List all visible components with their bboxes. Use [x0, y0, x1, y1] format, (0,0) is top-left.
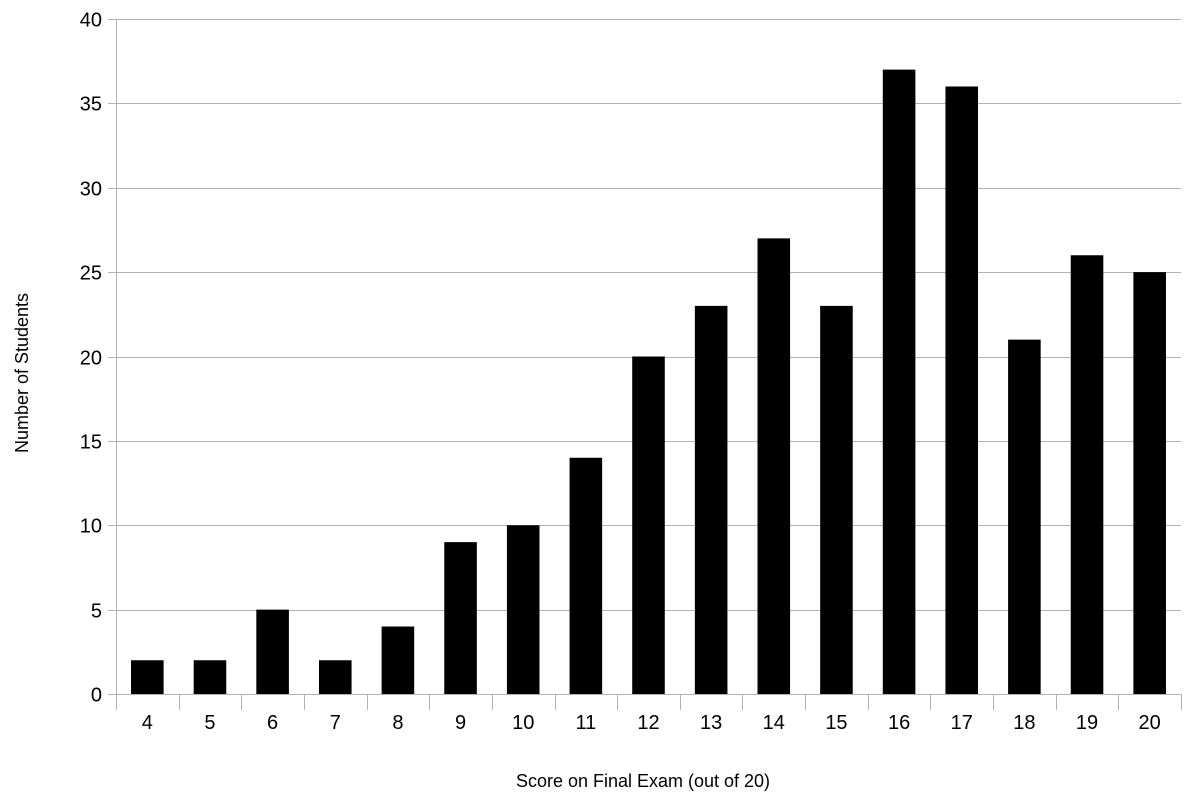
bar-20: [1133, 272, 1166, 694]
x-tick-label: 6: [267, 712, 278, 734]
x-tick-label: 14: [763, 712, 785, 734]
x-tick-label: 12: [637, 712, 659, 734]
bar-14: [757, 238, 791, 694]
x-tick-label: 17: [951, 712, 973, 734]
bar-18: [1008, 339, 1041, 694]
x-axis-title: Score on Final Exam (out of 20): [516, 771, 770, 791]
bar-15: [820, 305, 853, 694]
bar-4: [131, 660, 164, 694]
y-tick-labels: 0 5 10 15 20 25 30 35 40: [80, 10, 102, 707]
x-tick-label: 11: [575, 712, 596, 734]
y-tick-label: 30: [80, 179, 102, 201]
y-tick-label: 5: [91, 601, 102, 623]
bars: [131, 69, 1166, 694]
x-tick-label: 5: [204, 712, 215, 734]
bar-13: [694, 305, 728, 694]
x-tick-label: 19: [1076, 712, 1098, 734]
x-tick-label: 20: [1139, 712, 1161, 734]
bar-17: [945, 86, 979, 694]
x-tick-label: 10: [512, 712, 534, 734]
x-tick-labels: 4 5 6 7 8 9 10 11 12 13 14 15 16 17 18 19 20: [142, 712, 1161, 734]
y-tick-label: 15: [80, 432, 102, 454]
bar-16: [882, 69, 916, 694]
axes: [108, 19, 1182, 710]
bar-19: [1070, 255, 1104, 694]
bar-10: [506, 525, 540, 694]
x-tick-label: 8: [392, 712, 403, 734]
bar-11: [569, 457, 603, 694]
x-tick-label: 13: [700, 712, 722, 734]
bar-7: [318, 660, 352, 694]
y-tick-label: 0: [91, 685, 102, 707]
y-tick-label: 35: [80, 94, 102, 116]
bar-9: [444, 542, 477, 694]
y-axis-title: Number of Students: [12, 293, 32, 453]
bar-5: [193, 660, 227, 694]
x-tick-label: 18: [1013, 712, 1035, 734]
x-tick-label: 16: [888, 712, 910, 734]
bar-12: [632, 356, 665, 694]
x-tick-label: 4: [142, 712, 153, 734]
y-tick-label: 25: [80, 263, 102, 285]
x-tick-label: 9: [455, 712, 466, 734]
x-tick-label: 7: [330, 712, 341, 734]
y-tick-label: 20: [80, 348, 102, 370]
y-tick-label: 40: [80, 10, 102, 32]
x-tick-label: 15: [825, 712, 847, 734]
y-tick-label: 10: [80, 516, 102, 538]
bar-8: [381, 626, 415, 694]
bar-6: [256, 609, 289, 694]
